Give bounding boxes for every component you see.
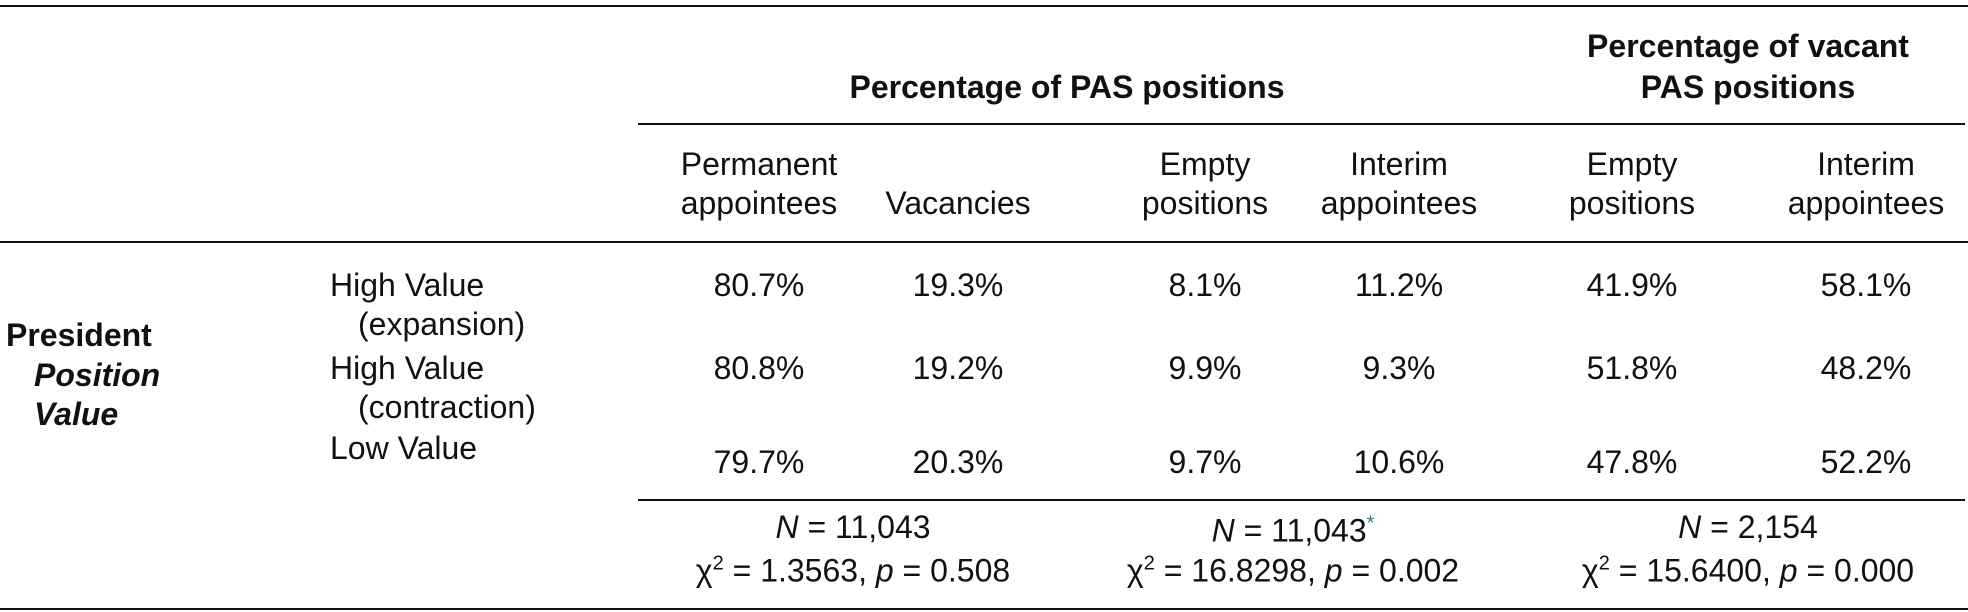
- cell: 9.7%: [1168, 444, 1242, 480]
- row-label: Low Value: [330, 430, 478, 466]
- n-value: = 11,043: [1234, 512, 1367, 549]
- p-symbol: p: [1324, 552, 1343, 589]
- row-group-label: President: [6, 317, 152, 353]
- row-group-label: Value: [34, 396, 119, 432]
- cell: 19.2%: [912, 350, 1004, 386]
- p-symbol: p: [875, 552, 894, 589]
- cell: 79.7%: [713, 444, 805, 480]
- row-label: High Value: [330, 350, 485, 386]
- n-symbol: N: [1211, 512, 1235, 549]
- column-header: positions: [1141, 185, 1269, 221]
- footer-n: N = 11,043*: [1212, 504, 1375, 551]
- rule: [0, 5, 1968, 7]
- cell: 58.1%: [1820, 267, 1912, 303]
- cell: 10.6%: [1353, 444, 1445, 480]
- column-header: appointees: [1787, 185, 1945, 221]
- chi-symbol: χ: [1126, 552, 1144, 589]
- row-label: (expansion): [358, 306, 526, 342]
- row-label: (contraction): [358, 389, 536, 425]
- column-header: positions: [1568, 185, 1696, 221]
- footer-stat: χ2 = 15.6400, p = 0.000: [1582, 544, 1914, 591]
- chi-exponent: 2: [712, 552, 724, 575]
- cell: 9.3%: [1362, 350, 1436, 386]
- p-value: = 0.000: [1797, 552, 1915, 589]
- row-group-label: Position: [34, 357, 161, 393]
- footer-stat: χ2 = 16.8298, p = 0.002: [1127, 544, 1459, 591]
- column-header: Permanent: [680, 146, 838, 182]
- footer-n: N = 2,154: [1678, 507, 1818, 547]
- chi-value: = 16.8298,: [1154, 552, 1325, 589]
- column-header: Interim: [1817, 146, 1915, 182]
- column-header: appointees: [1320, 185, 1478, 221]
- rule: [0, 608, 1968, 610]
- cell: 80.8%: [713, 350, 805, 386]
- column-header: Interim: [1350, 146, 1448, 182]
- footer-stat: χ2 = 1.3563, p = 0.508: [696, 544, 1010, 591]
- cell: 19.3%: [912, 267, 1004, 303]
- rule: [638, 123, 1965, 125]
- cell: 80.7%: [713, 267, 805, 303]
- p-symbol: p: [1779, 552, 1798, 589]
- cell: 11.2%: [1354, 267, 1444, 303]
- chi-symbol: χ: [695, 552, 713, 589]
- cell: 52.2%: [1820, 444, 1912, 480]
- n-value: = 11,043: [798, 509, 931, 545]
- note: *: [1366, 512, 1375, 535]
- chi-value: = 15.6400,: [1609, 552, 1780, 589]
- column-header: Empty: [1586, 146, 1678, 182]
- group-header: Percentage of PAS positions: [849, 69, 1285, 105]
- cell: 41.9%: [1586, 267, 1678, 303]
- cell: 20.3%: [912, 444, 1004, 480]
- footer-n: N = 11,043: [775, 507, 930, 547]
- rule: [638, 499, 1965, 501]
- chi-value: = 1.3563,: [723, 552, 876, 589]
- n-symbol: N: [775, 509, 799, 545]
- chi-symbol: χ: [1581, 552, 1599, 589]
- cell: 47.8%: [1586, 444, 1678, 480]
- n-value: = 2,154: [1701, 509, 1818, 545]
- group-header: PAS positions: [1640, 69, 1856, 105]
- rule: [0, 241, 1968, 243]
- cell: 48.2%: [1820, 350, 1912, 386]
- p-value: = 0.002: [1342, 552, 1460, 589]
- cell: 51.8%: [1586, 350, 1678, 386]
- chi-exponent: 2: [1143, 552, 1155, 575]
- column-header: Empty: [1159, 146, 1251, 182]
- chi-exponent: 2: [1598, 552, 1610, 575]
- cell: 8.1%: [1168, 267, 1242, 303]
- group-header: Percentage of vacant: [1587, 28, 1909, 64]
- column-header: Vacancies: [885, 185, 1031, 221]
- row-label: High Value: [330, 267, 485, 303]
- column-header: appointees: [680, 185, 838, 221]
- cell: 9.9%: [1168, 350, 1242, 386]
- p-value: = 0.508: [893, 552, 1011, 589]
- n-symbol: N: [1678, 509, 1702, 545]
